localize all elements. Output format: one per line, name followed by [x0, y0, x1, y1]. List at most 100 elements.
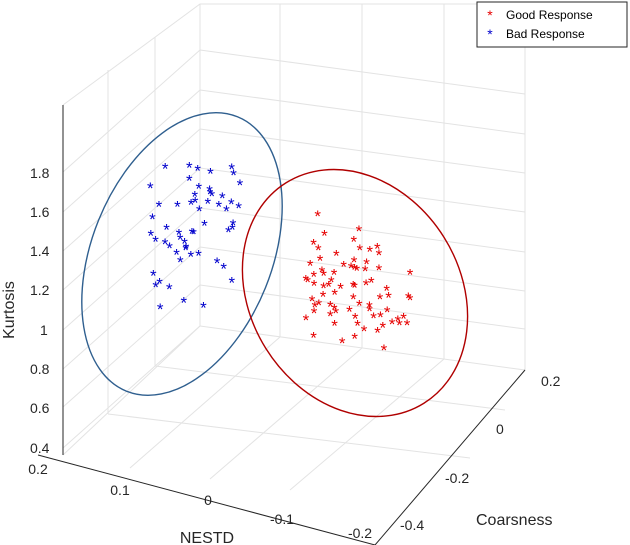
- good-response-point: *: [311, 276, 318, 295]
- x-axis-ticks: 0.2 0.1 0 -0.1 -0.2: [28, 461, 372, 541]
- bad-response-point: *: [195, 246, 202, 265]
- good-response-point: *: [366, 298, 373, 317]
- z-tick: 1: [40, 322, 48, 338]
- bad-response-point: *: [162, 159, 169, 178]
- good-response-point: *: [376, 246, 383, 265]
- bad-response-point: *: [230, 166, 237, 185]
- bad-response-point: *: [194, 162, 201, 181]
- good-response-point: *: [303, 311, 310, 330]
- bad-response-cluster-outline: [81, 111, 283, 397]
- bad-response-point: *: [215, 198, 222, 217]
- bad-response-point: *: [228, 160, 235, 179]
- x-tick: 0: [204, 492, 212, 508]
- good-response-point: *: [374, 324, 381, 343]
- bad-response-point: *: [225, 223, 232, 242]
- bad-response-point: *: [186, 172, 193, 191]
- good-response-point: *: [381, 341, 388, 360]
- good-response-point: *: [407, 291, 414, 310]
- legend-label-bad: Bad Response: [506, 27, 585, 41]
- right-wall-vgrid: [279, 4, 445, 359]
- good-response-point: *: [302, 272, 309, 291]
- bad-response-point: *: [152, 278, 159, 297]
- good-response-point: *: [314, 207, 321, 226]
- bad-response-point: *: [204, 195, 211, 214]
- good-response-point: *: [310, 267, 317, 286]
- bad-response-point: *: [229, 221, 236, 240]
- bad-response-point: *: [214, 254, 221, 273]
- good-response-point: *: [309, 292, 316, 311]
- bad-response-point: *: [157, 300, 164, 319]
- bad-response-point: *: [189, 224, 196, 243]
- bad-response-point: *: [228, 195, 235, 214]
- good-response-point: *: [331, 300, 338, 319]
- bad-response-point: *: [152, 233, 159, 252]
- good-response-point: *: [404, 316, 411, 335]
- good-response-point: *: [327, 307, 334, 326]
- good-response-point: *: [332, 304, 339, 323]
- good-response-point: *: [333, 247, 340, 266]
- bad-response-point: *: [206, 182, 213, 201]
- good-response-point: *: [377, 308, 384, 327]
- good-response-point: *: [315, 241, 322, 260]
- y-tick: -0.2: [445, 470, 469, 486]
- z-tick: 1.6: [30, 204, 50, 220]
- axis-lines: [37, 105, 526, 545]
- good-response-point: *: [351, 253, 358, 272]
- bad-response-point: *: [235, 199, 242, 218]
- z-tick: 0.6: [30, 400, 50, 416]
- good-response-point: *: [368, 273, 375, 292]
- bad-response-point: *: [166, 239, 173, 258]
- good-response-point: *: [317, 252, 324, 271]
- y-tick: 0.2: [541, 373, 561, 389]
- y-axis-label: Coarsness: [476, 512, 552, 529]
- bad-response-point: *: [223, 202, 230, 221]
- bad-response-point: *: [207, 165, 214, 184]
- good-response-point: *: [331, 266, 338, 285]
- bad-response-point: *: [183, 240, 190, 259]
- bad-response-point: *: [177, 230, 184, 249]
- good-response-point: *: [396, 316, 403, 335]
- bad-response-point: *: [156, 275, 163, 294]
- good-response-point: *: [311, 298, 318, 317]
- good-response-point: *: [356, 222, 363, 241]
- legend-label-good: Good Response: [506, 8, 593, 22]
- good-response-point: *: [307, 257, 314, 276]
- good-response-point: *: [377, 290, 384, 309]
- good-response-point: *: [339, 334, 346, 353]
- good-response-point: *: [379, 319, 386, 338]
- good-response-point: *: [370, 309, 377, 328]
- good-response-cluster-outline: [241, 168, 469, 418]
- z-tick: 1.4: [30, 243, 50, 259]
- bad-response-point: *: [150, 266, 157, 285]
- bad-response-point: *: [162, 235, 169, 254]
- good-response-point: *: [361, 322, 368, 341]
- good-response-point: *: [328, 273, 335, 292]
- good-response-point: *: [315, 296, 322, 315]
- good-response-point: *: [363, 276, 370, 295]
- good-response-point: *: [320, 288, 327, 307]
- legend: * Good Response * Bad Response: [476, 1, 628, 48]
- good-response-point: *: [348, 259, 355, 278]
- bad-response-point: *: [186, 158, 193, 177]
- good-response-point: *: [362, 262, 369, 281]
- bad-response-point: *: [182, 241, 189, 260]
- good-response-point: *: [340, 258, 347, 277]
- good-response-point: *: [350, 290, 357, 309]
- good-response-point: *: [366, 302, 373, 321]
- good-response-point: *: [405, 289, 412, 308]
- z-tick: 1.2: [30, 282, 50, 298]
- axes-box: [37, 3, 526, 545]
- x-tick: -0.2: [348, 525, 372, 541]
- bad-response-point: *: [177, 253, 184, 272]
- bad-response-point: *: [181, 234, 188, 253]
- good-response-point: *: [310, 329, 317, 348]
- good-response-point: *: [350, 233, 357, 252]
- good-response-point: *: [304, 273, 311, 292]
- bad-response-point: *: [156, 197, 163, 216]
- z-tick: 1.8: [30, 165, 50, 181]
- bad-response-point: *: [201, 217, 208, 236]
- box-outline: [62, 3, 526, 370]
- bad-response-point: *: [176, 225, 183, 244]
- bad-response-point: *: [180, 294, 187, 313]
